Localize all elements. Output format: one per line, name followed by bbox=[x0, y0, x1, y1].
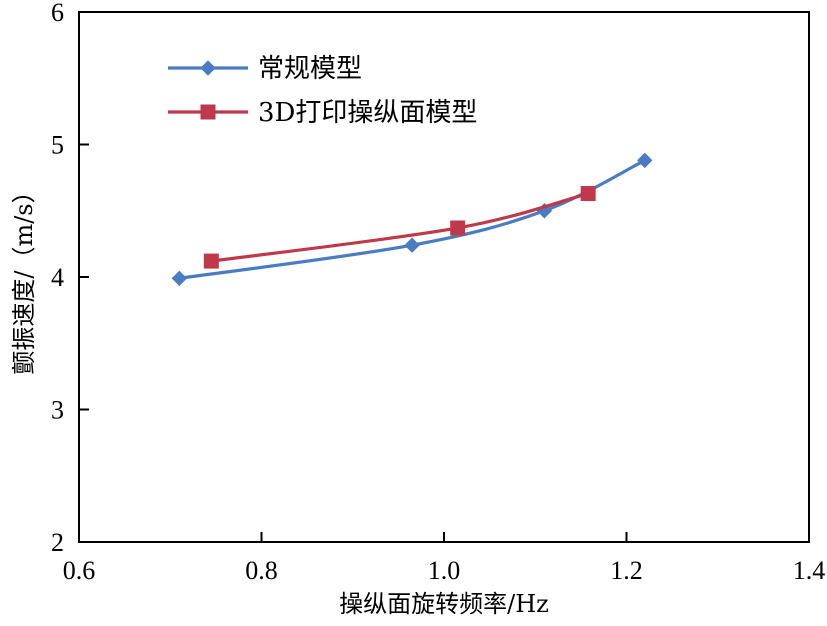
series-line bbox=[211, 191, 589, 263]
y-tick-label: 6 bbox=[51, 0, 64, 27]
y-axis-title: 颤振速度/（m/s） bbox=[10, 179, 38, 374]
x-tick-label: 1.0 bbox=[428, 556, 461, 585]
legend-label: 3D打印操纵面模型 bbox=[258, 98, 477, 128]
y-axis: 2 3 4 5 6 bbox=[51, 0, 89, 557]
x-axis-title: 操纵面旋转频率/Hz bbox=[339, 590, 549, 618]
series-line bbox=[179, 158, 646, 280]
series-2 bbox=[203, 186, 596, 269]
legend-item: 常规模型 bbox=[168, 54, 362, 84]
data-point bbox=[450, 220, 466, 236]
legend-swatch-marker bbox=[200, 60, 216, 76]
legend-label: 常规模型 bbox=[258, 54, 362, 84]
y-tick-label: 3 bbox=[51, 396, 64, 425]
data-point bbox=[637, 152, 653, 169]
x-axis: 0.6 0.8 1.0 1.2 1.4 bbox=[63, 532, 826, 585]
y-tick-label: 2 bbox=[51, 528, 64, 557]
x-tick-label: 0.6 bbox=[63, 556, 96, 585]
legend-swatch-marker bbox=[200, 104, 216, 120]
x-tick-label: 0.8 bbox=[245, 556, 278, 585]
y-tick-label: 4 bbox=[51, 263, 64, 292]
data-point bbox=[171, 270, 188, 287]
series-layer bbox=[171, 152, 653, 287]
x-tick-label: 1.2 bbox=[610, 556, 643, 585]
y-tick-label: 5 bbox=[51, 131, 64, 160]
series-1 bbox=[171, 152, 653, 287]
data-point bbox=[580, 186, 596, 202]
legend-item: 3D打印操纵面模型 bbox=[168, 98, 477, 128]
legend: 常规模型 3D打印操纵面模型 bbox=[168, 54, 477, 128]
data-point bbox=[203, 253, 219, 269]
data-point bbox=[404, 237, 420, 253]
x-tick-label: 1.4 bbox=[793, 556, 826, 585]
